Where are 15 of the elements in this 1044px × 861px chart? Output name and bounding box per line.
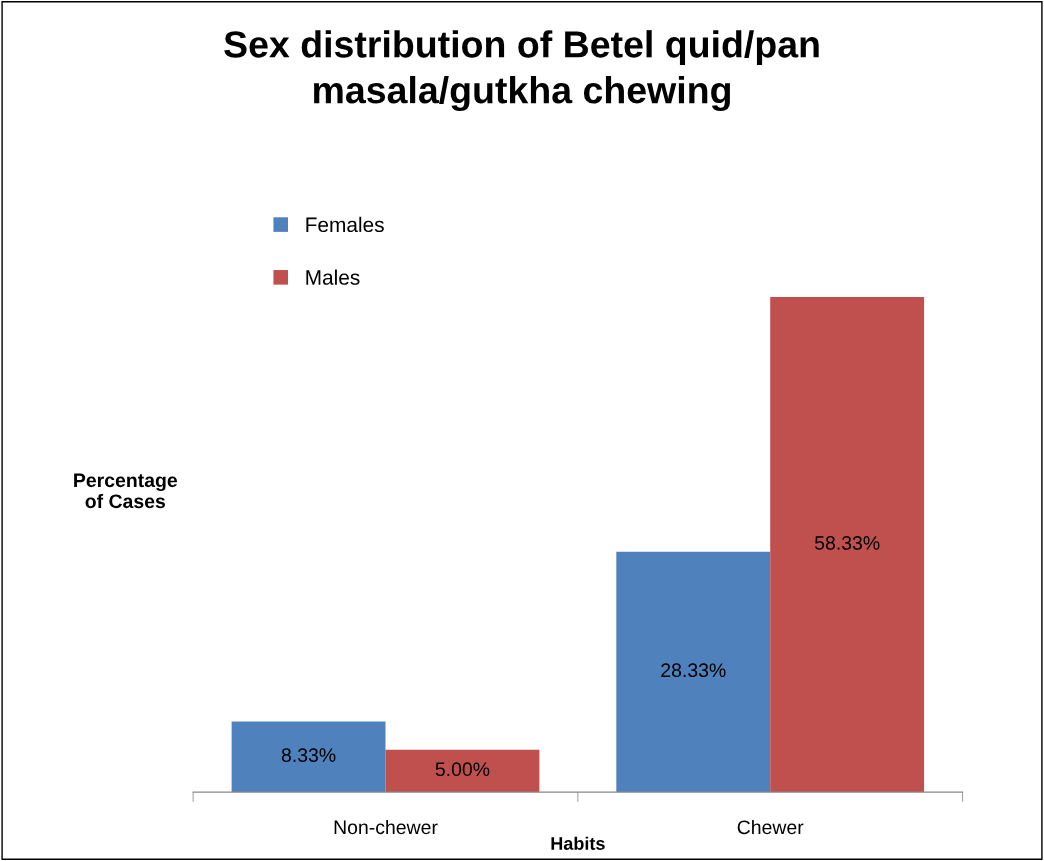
data-label: 58.33% [814, 536, 880, 550]
legend-label: Males [306, 269, 360, 285]
data-label: 8.33% [281, 748, 336, 762]
x-tick-label: Non-chewer [334, 819, 438, 835]
data-label: 28.33% [661, 663, 726, 678]
y-axis-title: Percentage of Cases [74, 473, 178, 509]
x-axis-title: Habits [551, 836, 605, 850]
x-tick-label: Chewer [737, 819, 804, 835]
chart-title: Sex distribution of Betel quid/pan masala/gutkha chewing [224, 30, 819, 112]
bar [385, 749, 540, 793]
data-label: 5.00% [435, 762, 490, 777]
bar [770, 297, 925, 793]
bar [616, 551, 771, 793]
bar [231, 721, 386, 793]
legend-label: Females [306, 216, 384, 233]
